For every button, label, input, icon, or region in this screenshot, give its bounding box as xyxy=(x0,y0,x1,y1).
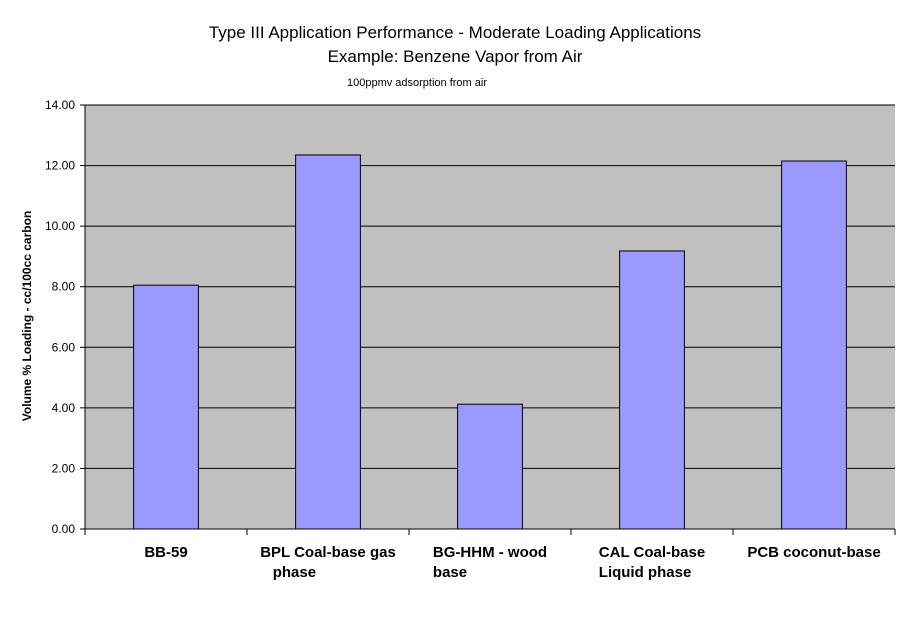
bar xyxy=(295,154,361,530)
y-tick-label: 8.00 xyxy=(52,280,76,294)
y-tick-label: 12.00 xyxy=(45,159,75,173)
y-tick-label: 2.00 xyxy=(52,461,76,475)
axes xyxy=(80,104,896,535)
chart-subtitle: 100ppmv adsorption from air xyxy=(347,77,487,89)
x-tick-label: BPL Coal-base gas phase xyxy=(260,544,396,581)
y-tick-label: 0.00 xyxy=(52,522,76,536)
x-tick-label: BB-59 xyxy=(144,544,187,561)
chart-title-line-2: Example: Benzene Vapor from Air xyxy=(328,47,583,66)
y-tick-label: 6.00 xyxy=(52,340,76,354)
x-tick-label: CAL Coal-base Liquid phase xyxy=(599,544,705,581)
bar xyxy=(781,160,847,530)
bar xyxy=(133,284,199,530)
chart-title-line-1: Type III Application Performance - Moder… xyxy=(209,23,701,42)
y-tick-labels: 0.00 2.00 4.00 6.00 8.00 10.00 12.00 14.00 xyxy=(45,98,75,536)
y-tick-label: 10.00 xyxy=(45,219,75,233)
y-axis-label: Volume % Loading - cc/100cc carbon xyxy=(20,211,34,422)
bar xyxy=(457,403,523,530)
y-tick-label: 4.00 xyxy=(52,401,76,415)
x-tick-label: BG-HHM - wood base xyxy=(433,544,547,581)
y-tick-label: 14.00 xyxy=(45,98,75,112)
x-tick-label: PCB coconut-base xyxy=(747,544,880,561)
bar xyxy=(619,250,685,530)
x-tick-labels: BB-59 BPL Coal-base gas phase BG-HHM - woo… xyxy=(144,544,880,581)
